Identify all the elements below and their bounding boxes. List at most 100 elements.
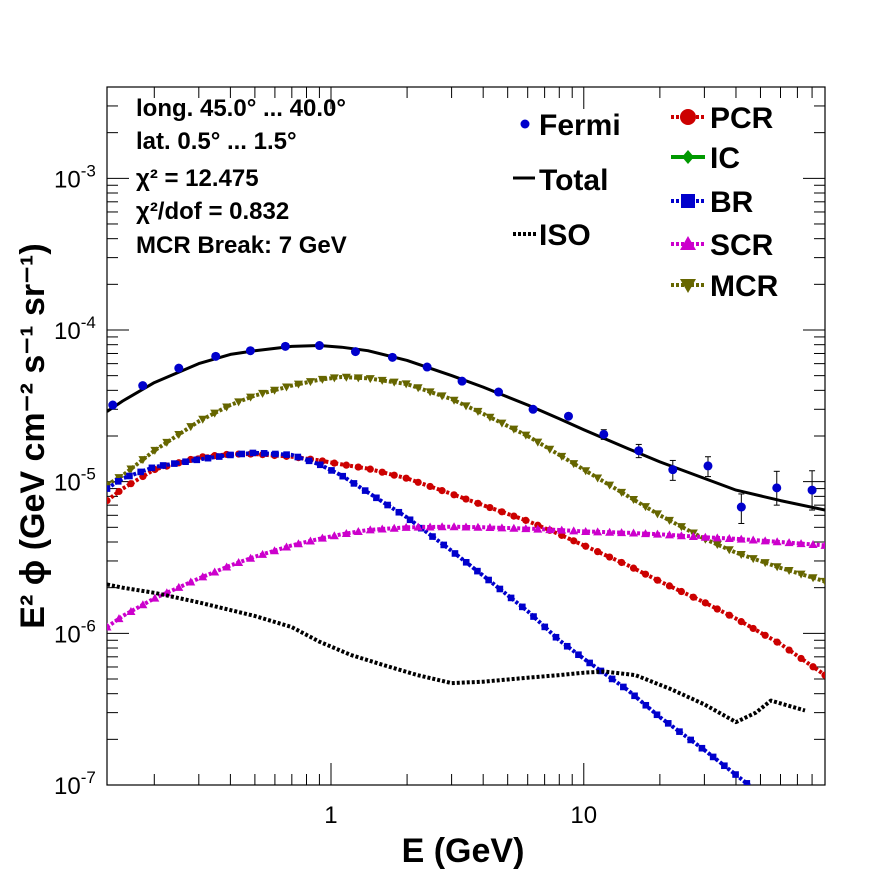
- marker-scr: [174, 582, 184, 591]
- marker-mcr: [353, 374, 363, 383]
- marker-pcr: [498, 508, 506, 516]
- marker-pcr: [510, 512, 518, 520]
- x-axis-label: E (GeV): [402, 832, 525, 870]
- marker-mcr: [820, 577, 825, 586]
- marker-br: [159, 462, 167, 469]
- marker-br: [698, 744, 706, 752]
- marker-br: [530, 613, 537, 620]
- marker-br: [260, 450, 268, 457]
- marker-scr: [449, 522, 459, 531]
- legend-marker-br: [681, 194, 695, 208]
- marker-br: [107, 485, 111, 492]
- marker-scr: [210, 567, 220, 576]
- marker-br: [182, 458, 189, 466]
- marker-mcr: [652, 510, 662, 519]
- marker-br: [676, 728, 683, 735]
- marker-scr: [282, 542, 291, 551]
- marker-pcr: [354, 463, 362, 471]
- marker-pcr: [701, 599, 709, 607]
- marker-br: [496, 585, 504, 593]
- marker-mcr: [736, 551, 746, 560]
- fermi-point: [387, 352, 397, 362]
- legend-label-br: BR: [710, 186, 754, 219]
- marker-mcr: [234, 398, 244, 407]
- legend-marker-scr: [680, 236, 696, 250]
- marker-mcr: [676, 523, 686, 532]
- marker-br: [653, 711, 661, 719]
- marker-br: [328, 467, 335, 474]
- markers-scr: [107, 522, 825, 631]
- info-chi2-dof: χ²/dof = 0.832: [136, 198, 289, 225]
- marker-mcr: [425, 388, 435, 397]
- fermi-point: [174, 363, 184, 373]
- marker-mcr: [796, 570, 806, 579]
- marker-br: [642, 701, 650, 709]
- marker-pcr: [737, 618, 745, 626]
- marker-mcr: [748, 555, 758, 564]
- marker-scr: [557, 525, 567, 534]
- y-tick-label: 10-4: [54, 313, 96, 345]
- legend-left: Fermi Total ISO: [513, 109, 621, 252]
- marker-pcr: [486, 503, 494, 512]
- marker-pcr: [677, 587, 686, 596]
- marker-pcr: [366, 465, 374, 473]
- marker-scr: [107, 622, 112, 631]
- marker-br: [462, 558, 470, 566]
- marker-mcr: [222, 403, 232, 412]
- marker-pcr: [462, 495, 470, 503]
- info-mcr-break: MCR Break: 7 GeV: [136, 232, 347, 259]
- marker-scr: [593, 527, 603, 536]
- fermi-point: [634, 446, 644, 456]
- marker-scr: [293, 539, 303, 548]
- marker-mcr: [581, 467, 591, 476]
- marker-scr: [569, 526, 579, 535]
- marker-br: [227, 451, 234, 459]
- marker-br: [485, 576, 492, 584]
- fermi-point: [772, 483, 782, 493]
- marker-scr: [784, 538, 794, 547]
- y-tick-label: 10-3: [54, 161, 96, 193]
- marker-pcr: [629, 564, 638, 572]
- marker-br: [743, 780, 751, 785]
- marker-pcr: [522, 516, 530, 524]
- markers-br: [107, 449, 751, 785]
- marker-scr: [652, 529, 662, 538]
- marker-pcr: [378, 468, 386, 476]
- fermi-point: [736, 502, 746, 512]
- marker-mcr: [461, 402, 471, 411]
- marker-pcr: [689, 593, 697, 601]
- marker-scr: [688, 532, 698, 541]
- legend-label-iso: ISO: [539, 219, 591, 252]
- marker-scr: [186, 577, 196, 586]
- marker-mcr: [724, 546, 734, 555]
- marker-pcr: [426, 482, 434, 491]
- marker-scr: [820, 540, 825, 549]
- marker-br: [283, 451, 290, 458]
- marker-pcr: [414, 478, 422, 486]
- marker-pcr: [570, 537, 578, 545]
- marker-scr: [808, 539, 818, 548]
- marker-mcr: [772, 563, 782, 572]
- marker-mcr: [365, 375, 375, 384]
- marker-scr: [641, 529, 650, 538]
- marker-pcr: [115, 487, 123, 496]
- marker-mcr: [186, 423, 196, 432]
- marker-scr: [629, 528, 639, 537]
- info-box: long. 45.0° ... 40.0° lat. 0.5° ... 1.5°…: [136, 95, 347, 259]
- marker-scr: [796, 539, 806, 548]
- marker-mcr: [485, 413, 495, 422]
- marker-mcr: [629, 496, 639, 505]
- marker-scr: [700, 532, 710, 541]
- fermi-point: [599, 429, 609, 439]
- marker-scr: [258, 549, 268, 558]
- marker-pcr: [127, 480, 135, 488]
- marker-br: [507, 594, 515, 602]
- marker-mcr: [557, 452, 567, 461]
- marker-br: [631, 692, 638, 700]
- fermi-point: [494, 387, 504, 397]
- marker-mcr: [270, 386, 280, 395]
- marker-scr: [341, 528, 351, 537]
- marker-pcr: [809, 663, 817, 671]
- marker-scr: [401, 522, 411, 531]
- legend-marker-fermi: [520, 119, 530, 129]
